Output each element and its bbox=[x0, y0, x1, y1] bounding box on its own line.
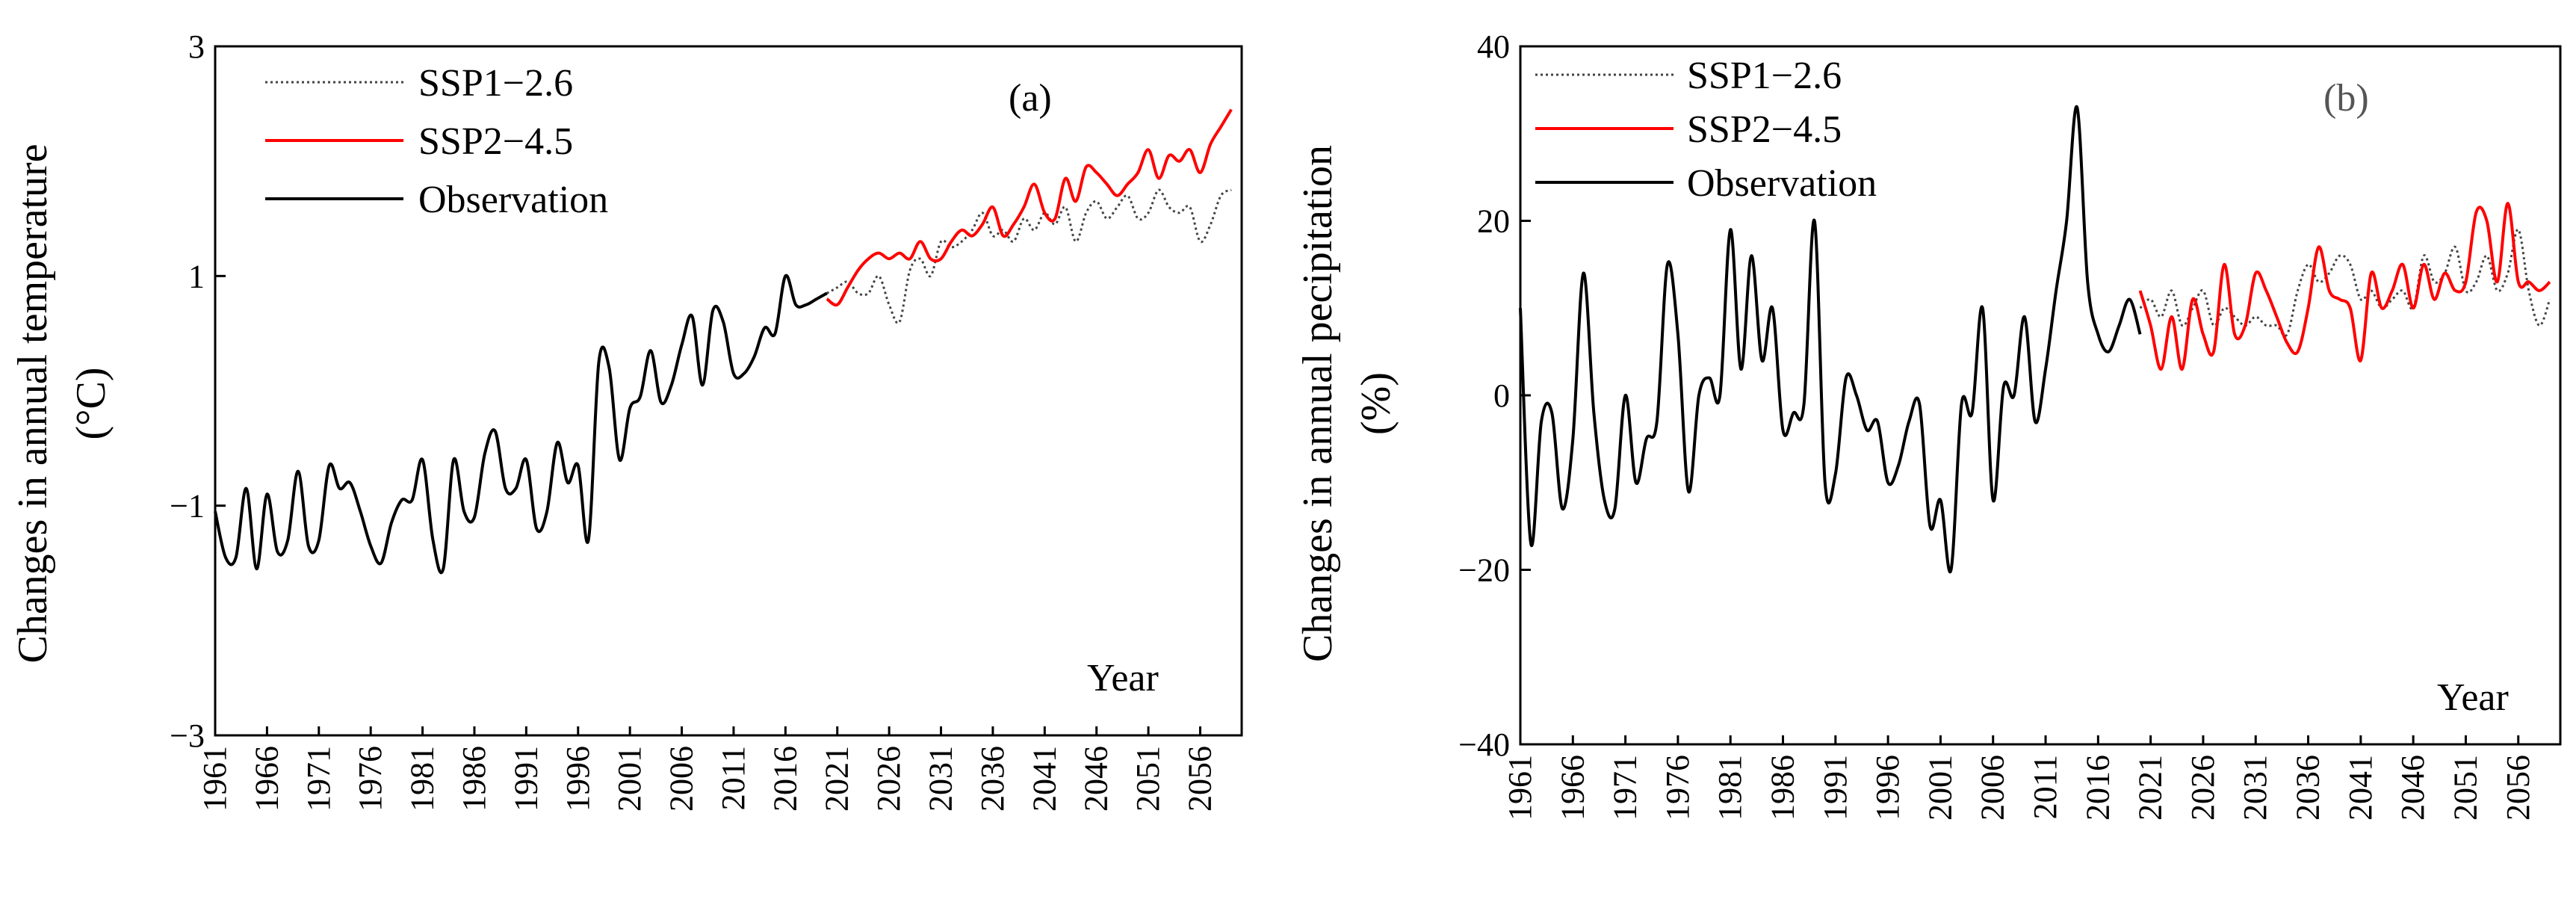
chart-a-xtick-label: 1961 bbox=[196, 746, 233, 812]
chart-b-xtick-label: 2016 bbox=[2079, 755, 2116, 821]
chart-a-panel-label: (a) bbox=[1009, 77, 1052, 120]
chart-a-series-ssp1-2-6 bbox=[826, 188, 1232, 324]
chart-b-ytick-label: −40 bbox=[1458, 726, 1510, 763]
chart-b-xticks: 1961 1966 1971 1976 1981 1986 1991 1996 2001 2006… bbox=[1502, 735, 2536, 821]
chart-a-yticks: −3 −1 1 3 bbox=[170, 28, 226, 754]
chart-a-ytick-label: 3 bbox=[188, 28, 205, 65]
chart-a-xtick-label: 2011 bbox=[715, 746, 752, 810]
chart-a-xtick-label: 2031 bbox=[923, 746, 959, 812]
chart-a-series bbox=[214, 108, 1233, 575]
chart-a-xtick-label: 2021 bbox=[819, 746, 855, 812]
chart-a-year-label: Year bbox=[1087, 657, 1159, 699]
chart-b-xtick-label: 2056 bbox=[2500, 755, 2536, 821]
chart-b-legend: SSP1−2.6 SSP2−4.5 Observation bbox=[1535, 55, 1877, 205]
chart-b-xtick-label: 2046 bbox=[2394, 755, 2431, 821]
legend-b-observation-label: Observation bbox=[1687, 162, 1877, 205]
chart-temperature: Changes in annual temperature (°C) −3 −1 1… bbox=[10, 28, 1243, 812]
chart-a-xticks: 1961 1966 1971 1976 1981 1986 1991 1996 2001 2006… bbox=[196, 726, 1218, 812]
chart-b-xtick-label: 2051 bbox=[2447, 755, 2483, 821]
chart-b-xtick-label: 2001 bbox=[1922, 755, 1958, 821]
chart-b-xtick-label: 2031 bbox=[2237, 755, 2273, 821]
chart-b-series bbox=[1519, 105, 2551, 574]
chart-a-plot-frame bbox=[214, 45, 1243, 737]
chart-a-ylabel-line1: Changes in annual temperature bbox=[10, 143, 56, 663]
chart-b-xtick-label: 1961 bbox=[1502, 755, 1538, 821]
chart-b-series-observation bbox=[1519, 105, 2142, 574]
chart-b-ylabel-line2: (%) bbox=[1353, 372, 1399, 435]
chart-a-xtick-label: 2006 bbox=[663, 746, 700, 812]
chart-a-xtick-label: 1971 bbox=[300, 746, 337, 812]
chart-a-ytick-label: 1 bbox=[188, 258, 205, 294]
chart-b-xtick-label: 1976 bbox=[1659, 755, 1696, 821]
chart-b-xtick-label: 1971 bbox=[1607, 755, 1644, 821]
chart-a-series-ssp2-4-5 bbox=[826, 108, 1233, 307]
chart-a-legend: SSP1−2.6 SSP2−4.5 Observation bbox=[265, 62, 608, 221]
chart-b-yticks: −40 −20 0 20 40 bbox=[1458, 28, 1531, 763]
chart-b-xtick-label: 1991 bbox=[1817, 755, 1854, 821]
chart-b-xtick-label: 2021 bbox=[2132, 755, 2169, 821]
chart-b-xtick-label: 1966 bbox=[1554, 755, 1591, 821]
chart-b-year-label: Year bbox=[2437, 676, 2509, 719]
chart-b-xtick-label: 1986 bbox=[1765, 755, 1801, 821]
chart-a-xtick-label: 1986 bbox=[456, 746, 492, 812]
chart-a-series-observation bbox=[214, 274, 828, 575]
chart-a-xtick-label: 2046 bbox=[1078, 746, 1115, 812]
chart-b-xtick-label: 1981 bbox=[1712, 755, 1748, 821]
chart-b-xtick-label: 2006 bbox=[1975, 755, 2011, 821]
chart-a-xtick-label: 1966 bbox=[248, 746, 285, 812]
chart-a-ytick-label: −3 bbox=[170, 717, 205, 754]
chart-a-ylabel-line2: (°C) bbox=[68, 367, 114, 439]
chart-b-xtick-label: 2011 bbox=[2027, 755, 2063, 819]
chart-b-ytick-label: 20 bbox=[1477, 203, 1510, 240]
legend-b-ssp245-label: SSP2−4.5 bbox=[1687, 108, 1842, 151]
chart-b-ylabel-line1: Changes in annual pecipitation bbox=[1295, 145, 1341, 662]
chart-b-panel-label: (b) bbox=[2323, 77, 2369, 120]
chart-b-series-ssp1-2-6 bbox=[2139, 228, 2551, 337]
chart-a-xtick-label: 1976 bbox=[352, 746, 388, 812]
chart-a-ytick-label: −1 bbox=[170, 488, 205, 525]
legend-a-observation-label: Observation bbox=[418, 179, 608, 221]
chart-b-xtick-label: 1996 bbox=[1869, 755, 1906, 821]
chart-precipitation: Changes in annual pecipitation (%) −40 −2… bbox=[1295, 28, 2562, 821]
chart-b-plot-frame bbox=[1519, 45, 2562, 746]
chart-a-xtick-label: 2036 bbox=[974, 746, 1011, 812]
chart-a-xtick-label: 2056 bbox=[1181, 746, 1218, 812]
chart-a-xtick-label: 2026 bbox=[870, 746, 907, 812]
chart-a-xtick-label: 1981 bbox=[404, 746, 441, 812]
legend-b-ssp126-label: SSP1−2.6 bbox=[1687, 55, 1842, 97]
chart-b-xtick-label: 2026 bbox=[2185, 755, 2221, 821]
chart-b-series-ssp2-4-5 bbox=[2138, 202, 2551, 371]
chart-a-xtick-label: 1996 bbox=[560, 746, 596, 812]
chart-b-ytick-label: −20 bbox=[1458, 552, 1510, 589]
legend-a-ssp126-label: SSP1−2.6 bbox=[418, 62, 573, 105]
chart-a-xtick-label: 1991 bbox=[507, 746, 544, 812]
chart-b-xtick-label: 2041 bbox=[2342, 755, 2379, 821]
chart-a-xtick-label: 2041 bbox=[1026, 746, 1062, 812]
chart-a-xtick-label: 2016 bbox=[767, 746, 803, 812]
chart-a-xtick-label: 2001 bbox=[611, 746, 648, 812]
chart-b-ytick-label: 40 bbox=[1477, 28, 1510, 65]
legend-a-ssp245-label: SSP2−4.5 bbox=[418, 120, 573, 163]
chart-b-xtick-label: 2036 bbox=[2290, 755, 2326, 821]
chart-a-xtick-label: 2051 bbox=[1130, 746, 1166, 812]
chart-b-ytick-label: 0 bbox=[1493, 377, 1510, 414]
